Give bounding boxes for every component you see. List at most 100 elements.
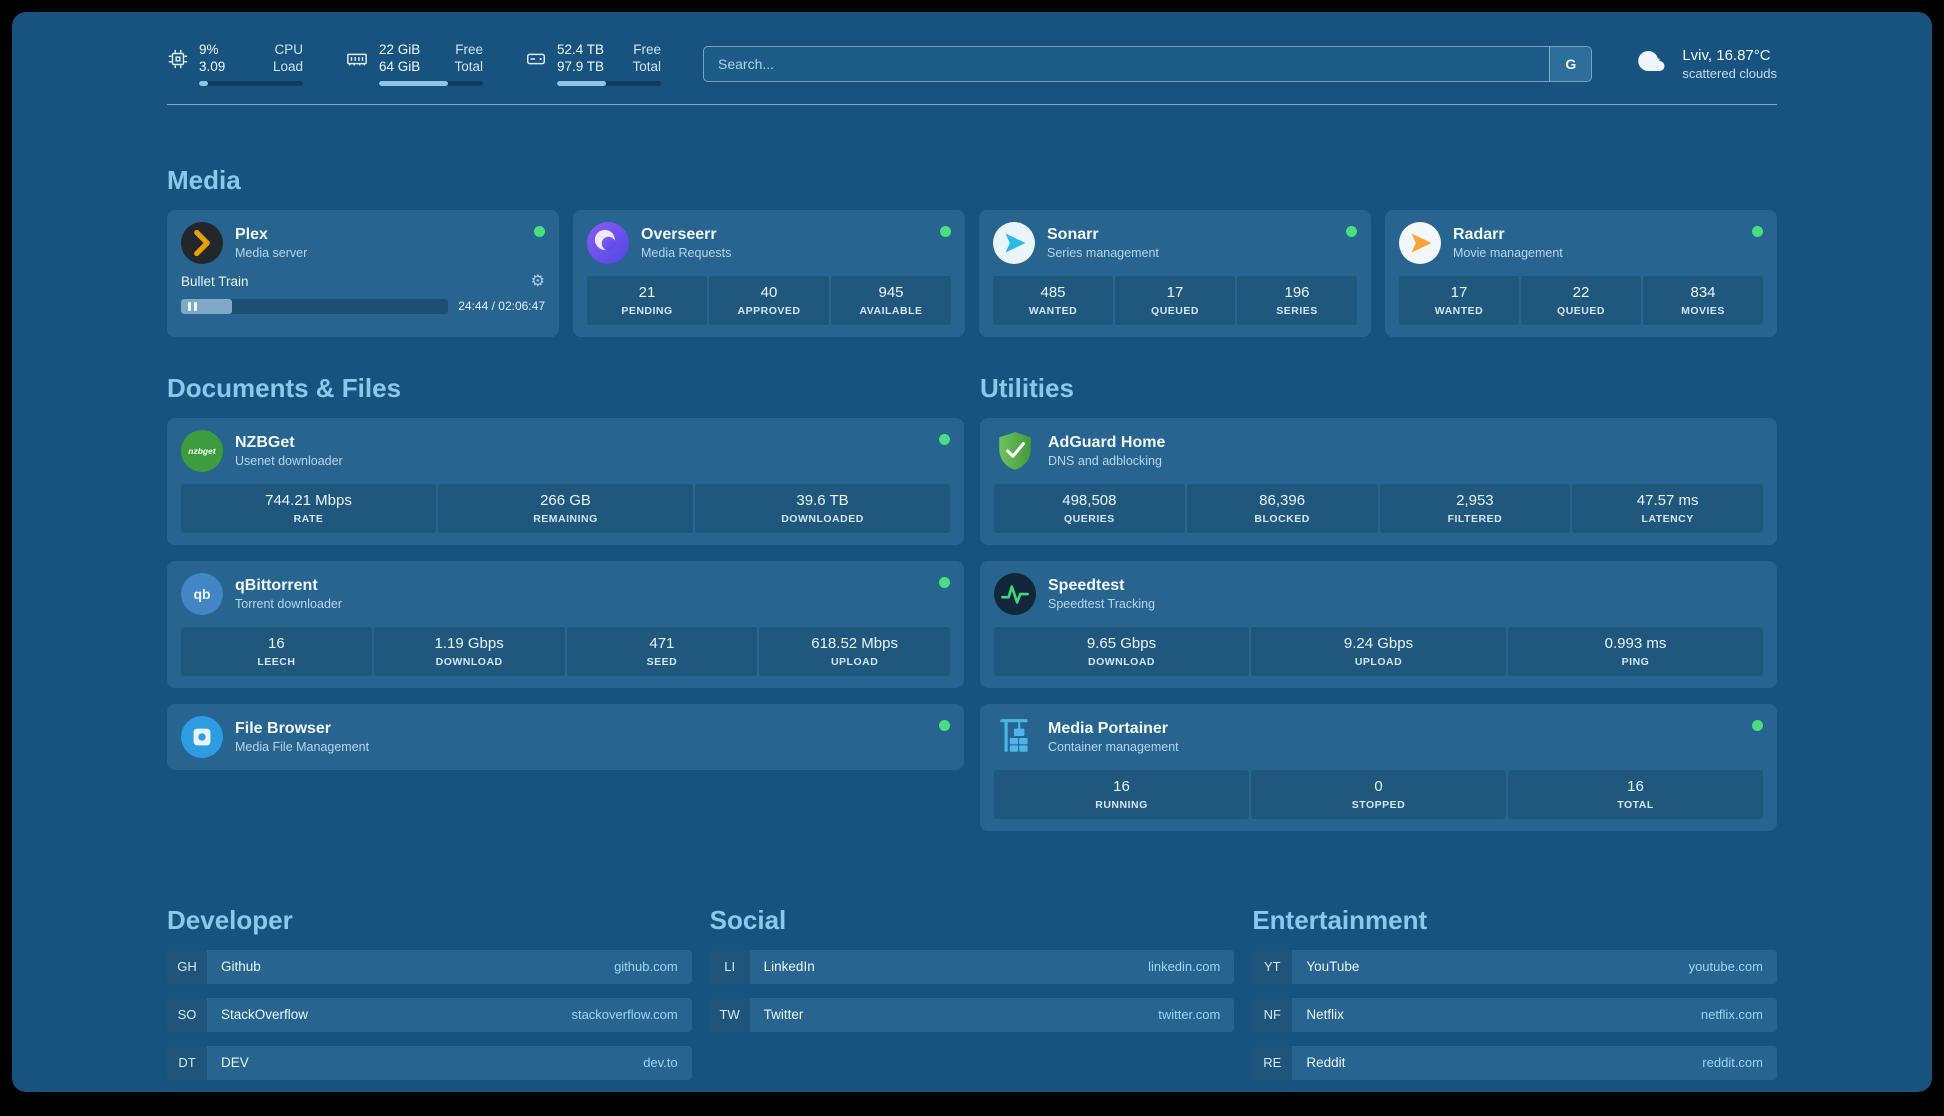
header-divider <box>167 103 1777 105</box>
radarr-icon <box>1399 221 1441 264</box>
bookmark-twitter[interactable]: TW Twitter twitter.com <box>709 997 1235 1032</box>
disk-total-label: Total <box>632 58 661 74</box>
bookmark-name: StackOverflow <box>221 1007 309 1023</box>
search-engine-button[interactable]: G <box>1549 46 1592 81</box>
bookmark-name: Netflix <box>1306 1007 1344 1023</box>
weather-widget[interactable]: Lviv, 16.87°C scattered clouds <box>1634 46 1777 81</box>
playback-progress-bar[interactable] <box>181 298 449 314</box>
pause-button[interactable] <box>188 301 197 311</box>
memory-icon <box>345 48 369 70</box>
bookmark-youtube[interactable]: YT YouTube youtube.com <box>1252 949 1777 984</box>
bookmark-github[interactable]: GH Github github.com <box>167 949 692 984</box>
portainer-card[interactable]: Media Portainer Container management 16 … <box>980 703 1777 831</box>
memory-progress-bar <box>379 80 483 86</box>
weather-location: Lviv, 16.87°C <box>1682 46 1771 64</box>
app-subtitle: Movie management <box>1453 245 1563 260</box>
status-dot <box>1752 719 1763 731</box>
search-input[interactable] <box>704 46 1550 81</box>
cpu-progress-fill <box>199 80 209 86</box>
cpu-label: CPU <box>274 42 303 57</box>
memory-stat: 22 GiB 64 GiB Free Total <box>345 42 483 86</box>
dashboard-panel: 9% 3.09 CPU Load <box>12 12 1932 1092</box>
media-section-title: Media <box>167 164 241 195</box>
stat-wanted: 17 WANTED <box>1399 275 1519 325</box>
plex-icon <box>181 221 223 264</box>
app-subtitle: Speedtest Tracking <box>1048 596 1156 611</box>
stat-seed: 471 SEED <box>566 626 758 676</box>
app-name: Overseerr <box>641 225 717 243</box>
overseerr-card[interactable]: Overseerr Media Requests 21 PENDING 40 A… <box>573 209 965 337</box>
playback-time: 24:44 / 02:06:47 <box>458 299 545 314</box>
adguard-card[interactable]: AdGuard Home DNS and adblocking 498,508 … <box>980 417 1777 545</box>
bookmark-linkedin[interactable]: LI LinkedIn linkedin.com <box>709 949 1235 984</box>
radarr-card[interactable]: Radarr Movie management 17 WANTED 22 QUE… <box>1385 209 1777 337</box>
media-grid: Plex Media server Bullet Train ⚙ 24:4 <box>167 209 1777 337</box>
bookmark-abbr: GH <box>167 949 207 984</box>
documents-section-title: Documents & Files <box>167 372 402 403</box>
bookmark-abbr: NF <box>1252 997 1293 1032</box>
app-name: Radarr <box>1453 225 1505 243</box>
bookmark-name: Github <box>221 959 261 975</box>
app-name: qBittorrent <box>235 576 318 594</box>
nzbget-icon: nzbget <box>181 429 223 472</box>
stat-series: 196 SERIES <box>1237 275 1357 325</box>
app-subtitle: Media File Management <box>235 739 370 754</box>
stat-running: 16 RUNNING <box>994 769 1249 819</box>
stat-queued: 22 QUEUED <box>1521 275 1641 325</box>
disk-icon <box>525 48 547 70</box>
cpu-usage-value: 9% <box>199 42 219 57</box>
stat-upload: 618.52 Mbps UPLOAD <box>759 626 950 676</box>
bookmark-name: YouTube <box>1306 959 1360 975</box>
plex-card[interactable]: Plex Media server Bullet Train ⚙ 24:4 <box>167 209 559 337</box>
app-name: AdGuard Home <box>1048 433 1166 451</box>
entertainment-bookmarks: Entertainment YT YouTube youtube.com NF … <box>1252 905 1777 1092</box>
developer-bookmarks: Developer GH Github github.com SO StackO… <box>167 905 692 1092</box>
bookmark-abbr: TW <box>709 997 750 1032</box>
speedtest-card[interactable]: Speedtest Speedtest Tracking 9.65 Gbps D… <box>980 560 1777 688</box>
gear-icon[interactable]: ⚙ <box>530 272 545 290</box>
cloud-icon <box>1634 46 1670 81</box>
social-section-title: Social <box>709 904 787 935</box>
speedtest-icon <box>994 572 1036 615</box>
status-dot <box>1346 225 1357 237</box>
bookmark-stackoverflow[interactable]: SO StackOverflow stackoverflow.com <box>167 997 692 1032</box>
stat-download: 9.65 Gbps DOWNLOAD <box>994 626 1249 676</box>
stat-wanted: 485 WANTED <box>993 275 1113 325</box>
utilities-column: Utilities AdGuard Home DNS and adblockin… <box>980 373 1777 847</box>
stat-blocked: 86,396 BLOCKED <box>1186 483 1378 533</box>
weather-condition: scattered clouds <box>1682 65 1777 81</box>
stat-download: 1.19 Gbps DOWNLOAD <box>373 626 565 676</box>
status-dot <box>940 225 951 237</box>
bookmark-abbr: YT <box>1252 949 1293 984</box>
bookmark-url: linkedin.com <box>1148 959 1221 975</box>
memory-total-label: Total <box>454 58 483 74</box>
bookmark-url: twitter.com <box>1158 1007 1221 1023</box>
media-section: Media Plex Media server Bullet Train <box>167 165 1777 337</box>
stat-filtered: 2,953 FILTERED <box>1379 483 1571 533</box>
app-name: NZBGet <box>235 433 295 451</box>
bookmark-reddit[interactable]: RE Reddit reddit.com <box>1252 1045 1777 1080</box>
sonarr-icon <box>993 221 1035 264</box>
overseerr-icon <box>587 221 629 264</box>
cpu-load-value: 3.09 <box>199 58 226 74</box>
stat-approved: 40 APPROVED <box>709 275 829 325</box>
app-name: Plex <box>235 225 268 243</box>
bookmark-url: stackoverflow.com <box>571 1007 678 1023</box>
stat-upload: 9.24 Gbps UPLOAD <box>1251 626 1506 676</box>
status-dot <box>939 576 950 588</box>
app-name: File Browser <box>235 719 332 737</box>
nzbget-card[interactable]: nzbget NZBGet Usenet downloader 744.21 M… <box>167 417 964 545</box>
playback-progress-fill <box>181 298 232 314</box>
bookmark-dev[interactable]: DT DEV dev.to <box>167 1045 692 1080</box>
memory-progress-fill <box>379 80 448 86</box>
app-subtitle: Container management <box>1048 739 1179 754</box>
bookmark-netflix[interactable]: NF Netflix netflix.com <box>1252 997 1777 1032</box>
filebrowser-card[interactable]: File Browser Media File Management <box>167 703 964 770</box>
filebrowser-icon <box>181 715 223 758</box>
sonarr-card[interactable]: Sonarr Series management 485 WANTED 17 Q… <box>979 209 1371 337</box>
bookmark-name: Twitter <box>763 1007 804 1023</box>
qbittorrent-card[interactable]: qb qBittorrent Torrent downloader 16 LEE… <box>167 560 964 688</box>
portainer-icon <box>994 716 1036 758</box>
load-label: Load <box>272 58 303 74</box>
bookmark-abbr: RE <box>1252 1045 1293 1080</box>
